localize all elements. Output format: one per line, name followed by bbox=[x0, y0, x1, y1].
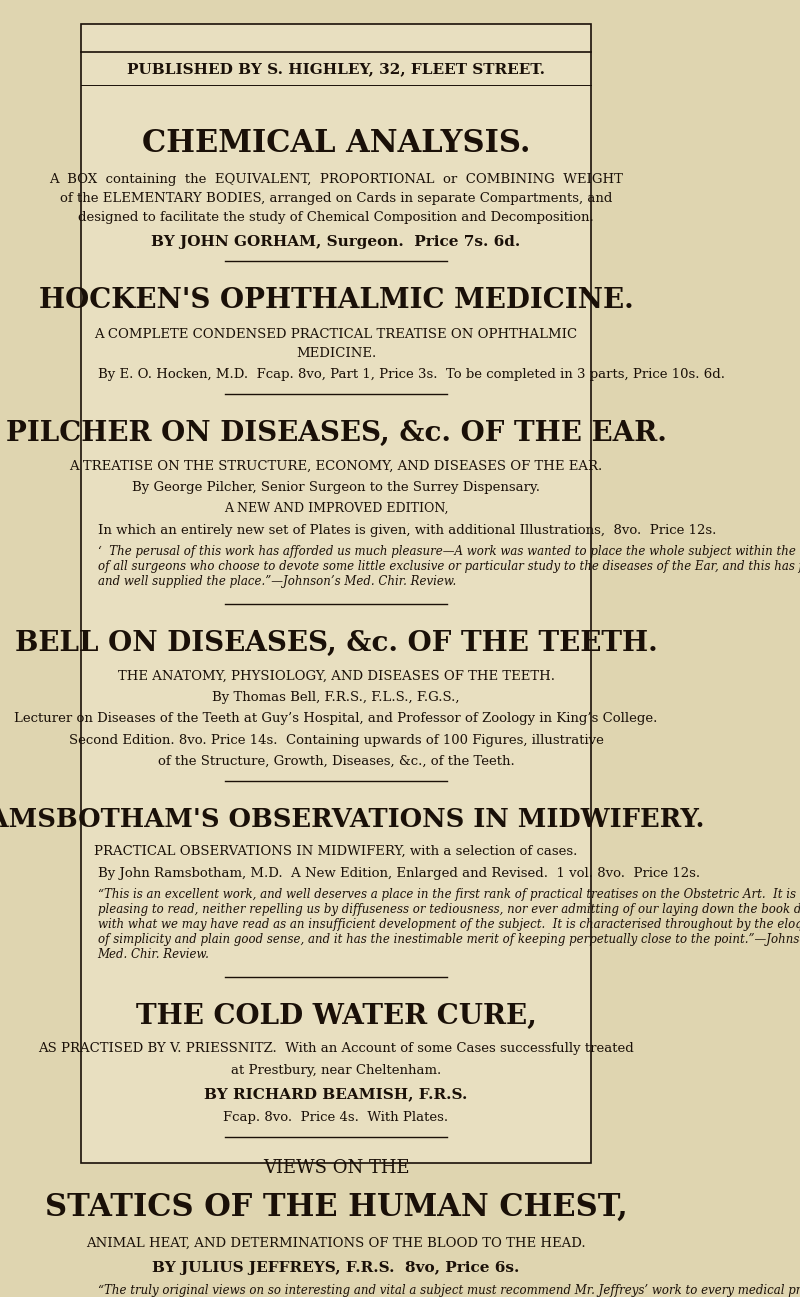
Text: RAMSBOTHAM'S OBSERVATIONS IN MIDWIFERY.: RAMSBOTHAM'S OBSERVATIONS IN MIDWIFERY. bbox=[0, 807, 705, 833]
Text: Lecturer on Diseases of the Teeth at Guy’s Hospital, and Professor of Zoology in: Lecturer on Diseases of the Teeth at Guy… bbox=[14, 712, 658, 725]
Text: By George Pilcher, Senior Surgeon to the Surrey Dispensary.: By George Pilcher, Senior Surgeon to the… bbox=[132, 481, 540, 494]
Text: By E. O. Hocken, M.D.  Fcap. 8vo, Part 1, Price 3s.  To be completed in 3 parts,: By E. O. Hocken, M.D. Fcap. 8vo, Part 1,… bbox=[98, 368, 725, 381]
Text: “This is an excellent work, and well deserves a place in the first rank of pract: “This is an excellent work, and well des… bbox=[98, 888, 800, 961]
Text: ANIMAL HEAT, AND DETERMINATIONS OF THE BLOOD TO THE HEAD.: ANIMAL HEAT, AND DETERMINATIONS OF THE B… bbox=[86, 1237, 586, 1250]
Text: BELL ON DISEASES, &c. OF THE TEETH.: BELL ON DISEASES, &c. OF THE TEETH. bbox=[14, 630, 658, 658]
Text: CHEMICAL ANALYSIS.: CHEMICAL ANALYSIS. bbox=[142, 128, 530, 160]
Text: AS PRACTISED BY V. PRIESSNITZ.  With an Account of some Cases successfully treat: AS PRACTISED BY V. PRIESSNITZ. With an A… bbox=[38, 1043, 634, 1056]
Text: In which an entirely new set of Plates is given, with additional Illustrations, : In which an entirely new set of Plates i… bbox=[98, 524, 716, 537]
Text: VIEWS ON THE: VIEWS ON THE bbox=[262, 1158, 410, 1176]
Text: of the Structure, Growth, Diseases, &c., of the Teeth.: of the Structure, Growth, Diseases, &c.,… bbox=[158, 755, 514, 768]
Text: at Prestbury, near Cheltenham.: at Prestbury, near Cheltenham. bbox=[231, 1064, 441, 1077]
Text: designed to facilitate the study of Chemical Composition and Decomposition.: designed to facilitate the study of Chem… bbox=[78, 211, 594, 224]
Text: HOCKEN'S OPHTHALMIC MEDICINE.: HOCKEN'S OPHTHALMIC MEDICINE. bbox=[38, 287, 634, 314]
Text: A COMPLETE CONDENSED PRACTICAL TREATISE ON OPHTHALMIC: A COMPLETE CONDENSED PRACTICAL TREATISE … bbox=[94, 328, 578, 341]
Text: A TREATISE ON THE STRUCTURE, ECONOMY, AND DISEASES OF THE EAR.: A TREATISE ON THE STRUCTURE, ECONOMY, AN… bbox=[70, 459, 602, 472]
Text: ‘  The perusal of this work has afforded us much pleasure—A work was wanted to p: ‘ The perusal of this work has afforded … bbox=[98, 545, 800, 588]
Text: PILCHER ON DISEASES, &c. OF THE EAR.: PILCHER ON DISEASES, &c. OF THE EAR. bbox=[6, 420, 666, 447]
Text: of the ELEMENTARY BODIES, arranged on Cards in separate Compartments, and: of the ELEMENTARY BODIES, arranged on Ca… bbox=[60, 192, 612, 205]
Text: Second Edition. 8vo. Price 14s.  Containing upwards of 100 Figures, illustrative: Second Edition. 8vo. Price 14s. Containi… bbox=[69, 734, 603, 747]
Text: By Thomas Bell, F.R.S., F.L.S., F.G.S.,: By Thomas Bell, F.R.S., F.L.S., F.G.S., bbox=[212, 691, 460, 704]
Text: THE ANATOMY, PHYSIOLOGY, AND DISEASES OF THE TEETH.: THE ANATOMY, PHYSIOLOGY, AND DISEASES OF… bbox=[118, 669, 554, 682]
Text: A  BOX  containing  the  EQUIVALENT,  PROPORTIONAL  or  COMBINING  WEIGHT: A BOX containing the EQUIVALENT, PROPORT… bbox=[49, 174, 623, 187]
Text: Fcap. 8vo.  Price 4s.  With Plates.: Fcap. 8vo. Price 4s. With Plates. bbox=[223, 1112, 449, 1124]
Text: “The truly original views on so interesting and vital a subject must recommend M: “The truly original views on so interest… bbox=[98, 1284, 800, 1297]
Text: PRACTICAL OBSERVATIONS IN MIDWIFERY, with a selection of cases.: PRACTICAL OBSERVATIONS IN MIDWIFERY, wit… bbox=[94, 846, 578, 859]
Text: A NEW AND IMPROVED EDITION,: A NEW AND IMPROVED EDITION, bbox=[224, 502, 448, 515]
Text: BY JOHN GORHAM, Surgeon.  Price 7s. 6d.: BY JOHN GORHAM, Surgeon. Price 7s. 6d. bbox=[151, 235, 521, 249]
Text: STATICS OF THE HUMAN CHEST,: STATICS OF THE HUMAN CHEST, bbox=[45, 1192, 627, 1223]
Text: By John Ramsbotham, M.D.  A New Edition, Enlarged and Revised.  1 vol. 8vo.  Pri: By John Ramsbotham, M.D. A New Edition, … bbox=[98, 866, 700, 879]
Text: BY JULIUS JEFFREYS, F.R.S.  8vo, Price 6s.: BY JULIUS JEFFREYS, F.R.S. 8vo, Price 6s… bbox=[152, 1261, 520, 1275]
Text: BY RICHARD BEAMISH, F.R.S.: BY RICHARD BEAMISH, F.R.S. bbox=[204, 1087, 468, 1101]
Text: THE COLD WATER CURE,: THE COLD WATER CURE, bbox=[136, 1003, 537, 1030]
Text: MEDICINE.: MEDICINE. bbox=[296, 346, 376, 359]
FancyBboxPatch shape bbox=[81, 23, 591, 1163]
Text: PUBLISHED BY S. HIGHLEY, 32, FLEET STREET.: PUBLISHED BY S. HIGHLEY, 32, FLEET STREE… bbox=[127, 62, 545, 75]
